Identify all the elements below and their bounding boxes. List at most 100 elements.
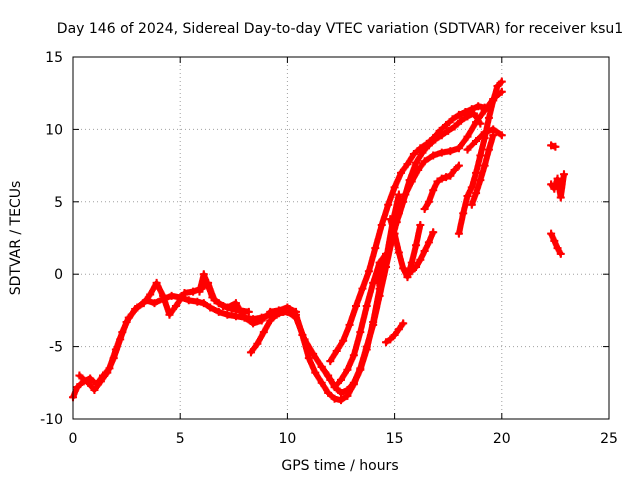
data-point xyxy=(403,160,412,169)
data-point xyxy=(369,317,378,326)
data-point xyxy=(547,180,556,189)
data-point xyxy=(364,267,373,276)
series-track-13 xyxy=(467,131,498,209)
data-point xyxy=(454,229,463,238)
data-point xyxy=(416,220,425,229)
data-point xyxy=(337,396,345,405)
data-point xyxy=(551,142,560,151)
data-point xyxy=(291,310,300,319)
data-point xyxy=(497,77,506,86)
data-point xyxy=(146,290,155,299)
series-track-2 xyxy=(75,278,253,395)
data-point xyxy=(484,145,493,154)
data-point xyxy=(326,357,335,366)
data-point xyxy=(469,109,478,118)
series-track-16 xyxy=(547,170,568,202)
data-point xyxy=(223,303,232,312)
x-tick-label: 5 xyxy=(176,431,185,447)
data-point xyxy=(375,284,384,293)
y-tick-label: 15 xyxy=(45,50,63,66)
data-point xyxy=(399,264,408,273)
data-point xyxy=(349,380,358,389)
data-point xyxy=(86,374,95,383)
series-track-3 xyxy=(195,270,300,328)
data-point xyxy=(84,378,93,387)
data-point xyxy=(442,173,451,182)
data-point xyxy=(397,168,406,177)
data-point xyxy=(116,335,125,344)
data-point xyxy=(420,157,429,166)
data-point xyxy=(244,307,253,316)
data-point xyxy=(373,278,382,287)
data-point xyxy=(403,273,412,282)
data-point xyxy=(317,378,326,387)
data-point xyxy=(457,116,466,125)
data-point xyxy=(362,302,371,311)
data-point xyxy=(386,215,395,224)
data-point xyxy=(199,270,208,279)
data-point xyxy=(253,339,262,348)
data-point xyxy=(337,375,345,384)
data-point xyxy=(311,368,320,377)
data-point xyxy=(550,236,559,245)
y-tick-label: 0 xyxy=(54,267,63,283)
series-track-17 xyxy=(547,229,565,258)
data-point xyxy=(384,200,393,209)
data-point xyxy=(444,126,453,135)
data-point xyxy=(167,291,176,300)
data-point xyxy=(349,351,358,360)
data-point xyxy=(431,135,440,144)
plot-frame xyxy=(72,56,610,420)
data-point xyxy=(195,287,204,296)
data-point xyxy=(463,145,472,154)
data-point xyxy=(553,244,562,253)
data-point xyxy=(75,371,84,380)
data-point xyxy=(429,228,438,237)
data-point xyxy=(266,307,275,316)
data-point xyxy=(448,115,457,124)
data-point xyxy=(476,119,485,128)
data-point xyxy=(474,102,483,111)
data-point xyxy=(463,192,472,201)
data-point xyxy=(556,249,565,258)
x-axis-label: GPS time / hours xyxy=(281,458,398,474)
data-point xyxy=(463,132,472,141)
data-point xyxy=(394,248,403,257)
data-point xyxy=(171,302,180,311)
data-point xyxy=(165,310,174,319)
series-track-6 xyxy=(326,102,489,366)
data-point xyxy=(472,136,481,145)
data-point xyxy=(454,161,463,170)
data-point xyxy=(382,338,391,347)
data-point xyxy=(285,304,294,313)
data-point xyxy=(550,184,559,193)
data-point xyxy=(356,328,365,337)
data-point xyxy=(371,244,380,253)
data-point xyxy=(476,176,485,185)
x-tick-label: 15 xyxy=(386,431,404,447)
series-track-11 xyxy=(420,161,463,214)
data-point xyxy=(547,229,556,238)
data-point xyxy=(131,304,140,313)
data-point xyxy=(559,170,568,179)
data-point xyxy=(204,281,213,290)
data-point xyxy=(420,247,429,256)
series-track-7 xyxy=(373,109,485,287)
data-point xyxy=(476,151,485,160)
series-track-9 xyxy=(382,319,408,347)
data-point xyxy=(437,174,446,183)
data-point xyxy=(231,299,240,308)
x-tick-label: 10 xyxy=(278,431,296,447)
data-point xyxy=(259,328,268,337)
data-point xyxy=(446,147,455,156)
data-point xyxy=(416,144,425,153)
data-point xyxy=(246,348,255,357)
data-point xyxy=(433,177,442,186)
data-point xyxy=(412,158,421,167)
chart-title: Day 146 of 2024, Sidereal Day-to-day VTE… xyxy=(57,21,623,37)
data-point xyxy=(317,362,326,371)
x-tick-label: 0 xyxy=(69,431,78,447)
data-point xyxy=(420,205,429,214)
series-track-15 xyxy=(547,141,560,151)
